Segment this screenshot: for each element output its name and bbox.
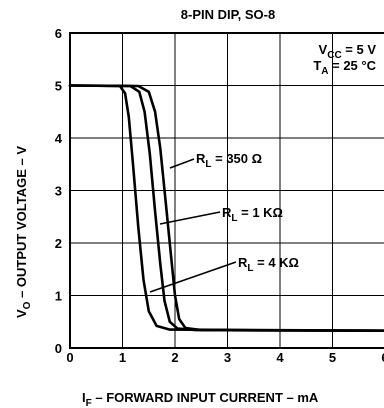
x-tick-label: 1 — [119, 350, 126, 365]
chart-title: 8-PIN DIP, SO-8 — [181, 7, 275, 22]
y-tick-label: 2 — [55, 236, 62, 251]
y-tick-label: 0 — [55, 341, 62, 356]
curves — [68, 84, 384, 332]
x-tick-label: 5 — [329, 350, 336, 365]
plot-frame — [69, 32, 384, 349]
leader-line-2 — [159, 211, 221, 225]
tick-labels: 0 1 2 3 4 5 6 0 1 2 3 4 5 6 — [55, 26, 384, 365]
series-label-1: RL = 350 Ω — [196, 151, 262, 170]
series-label-2: RL = 1 KΩ — [222, 205, 283, 224]
y-tick-label: 5 — [55, 79, 62, 94]
x-tick-label: 6 — [381, 350, 384, 365]
grid — [70, 33, 384, 348]
condition-2: TA = 25 °C — [313, 58, 376, 77]
y-axis-label: VO – OUTPUT VOLTAGE – V — [14, 146, 33, 318]
y-tick-label: 4 — [55, 131, 63, 146]
series-label-3: RL = 4 KΩ — [238, 255, 299, 274]
series-labels: RL = 350 Ω RL = 1 KΩ RL = 4 KΩ — [196, 151, 299, 274]
test-conditions: VCC = 5 VTA = 25 °C — [313, 42, 376, 77]
x-tick-label: 4 — [276, 350, 284, 365]
y-tick-label: 1 — [55, 289, 62, 304]
leader-line-3 — [149, 261, 237, 293]
x-tick-label: 0 — [66, 350, 73, 365]
x-tick-label: 3 — [224, 350, 231, 365]
condition-1: VCC = 5 V — [319, 42, 377, 61]
y-tick-label: 3 — [55, 184, 62, 199]
leader-line-1 — [169, 158, 195, 169]
x-tick-label: 2 — [171, 350, 178, 365]
series-line-3 — [68, 84, 384, 332]
x-axis-label: IF – FORWARD INPUT CURRENT – mA — [82, 390, 319, 408]
y-tick-label: 6 — [55, 26, 62, 41]
label-leaders — [149, 158, 237, 293]
